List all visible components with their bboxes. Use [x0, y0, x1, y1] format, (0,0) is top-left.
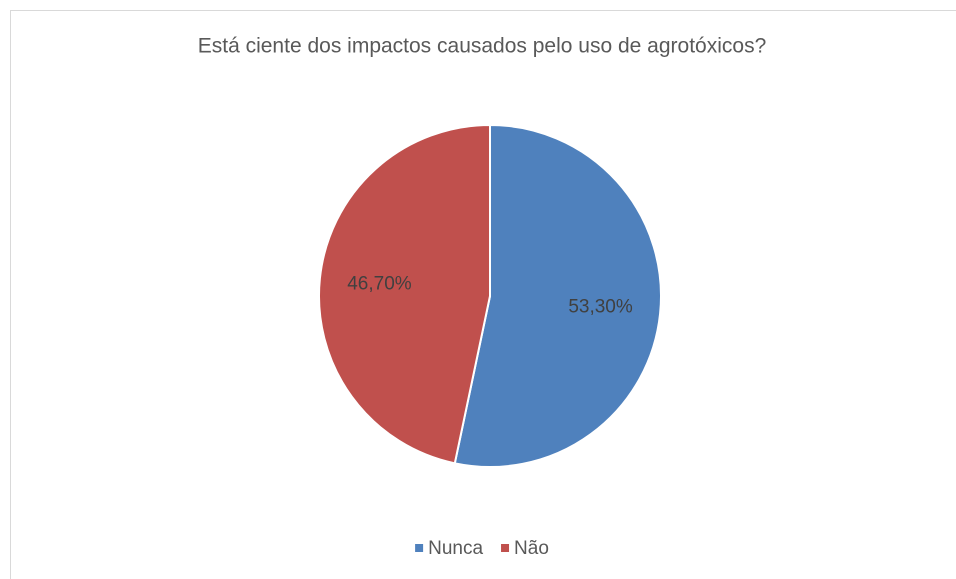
- legend-swatch: [501, 544, 510, 552]
- pie-slice: [318, 123, 491, 465]
- data-label: 46,70%: [347, 274, 412, 295]
- data-label: 53,30%: [568, 297, 633, 318]
- legend-label: Nunca: [428, 538, 483, 559]
- pie-slice: [453, 123, 662, 468]
- chart-title: Está ciente dos impactos causados pelo u…: [198, 35, 767, 58]
- legend-label: Não: [514, 538, 549, 559]
- legend-swatch: [415, 544, 424, 552]
